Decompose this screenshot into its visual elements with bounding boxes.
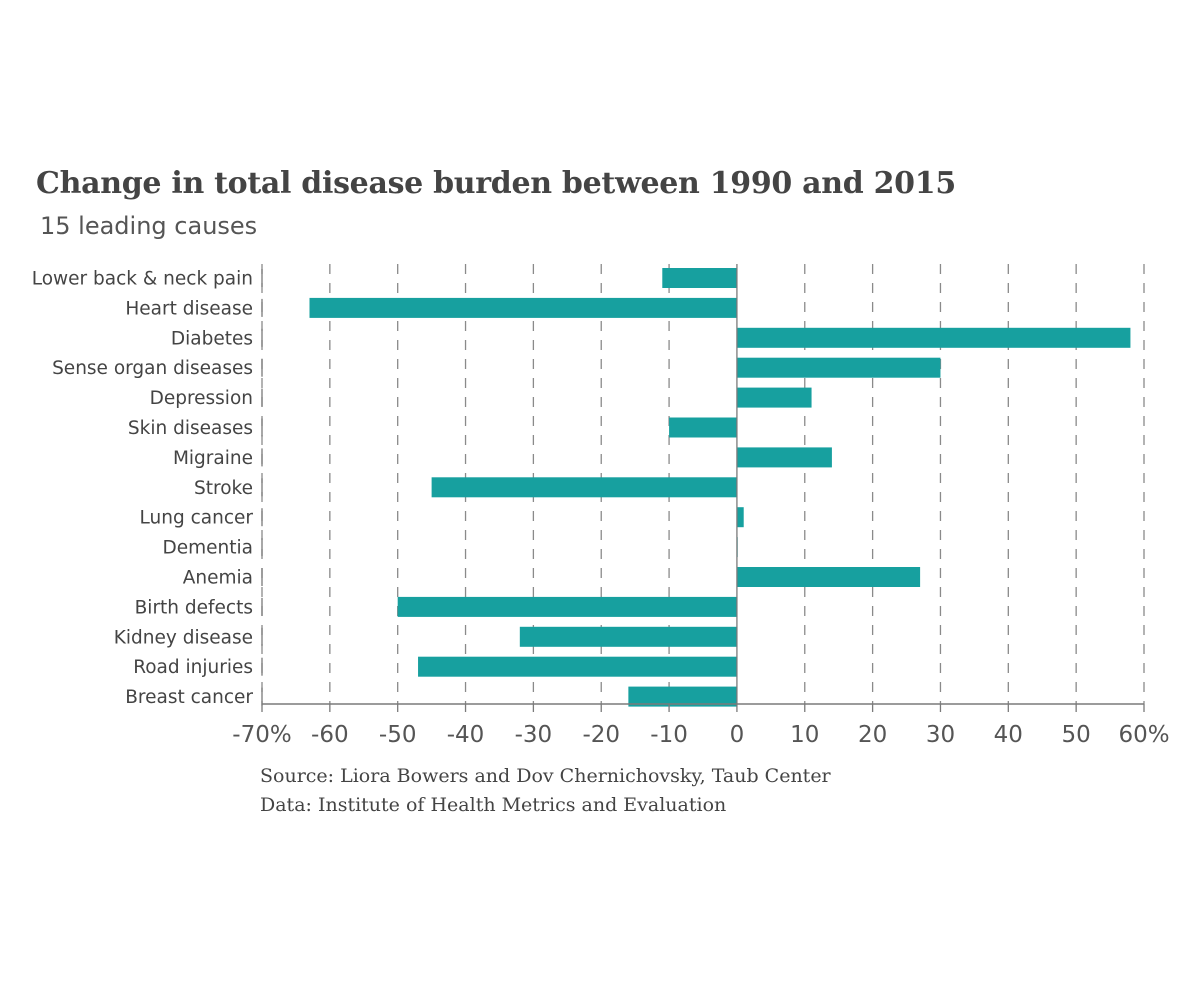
bar	[736, 357, 941, 378]
data-credit: Data: Institute of Health Metrics and Ev…	[260, 794, 727, 816]
bar	[397, 596, 737, 617]
x-tick-labels: -70% -60 -50 -40 -30 -20 -10 0 10 20 30 40 50 60%	[232, 722, 1169, 748]
x-tick-label: 50	[1062, 722, 1091, 748]
category-label: Birth defects	[135, 597, 253, 618]
x-tick-label: -20	[582, 722, 620, 748]
bar	[662, 268, 737, 288]
category-label: Heart disease	[125, 298, 253, 319]
x-tick-label: -10	[650, 722, 688, 748]
x-tick-label: -70%	[232, 722, 291, 748]
category-label: Road injuries	[133, 657, 253, 678]
bar	[309, 297, 737, 318]
category-label: Stroke	[194, 478, 253, 499]
category-label: Lower back & neck pain	[32, 269, 253, 290]
category-label: Anemia	[183, 568, 253, 589]
x-tick-label: 60%	[1118, 722, 1169, 748]
bars	[309, 268, 1131, 707]
x-tick-label: -30	[515, 722, 553, 748]
bar	[628, 686, 737, 707]
category-label: Kidney disease	[114, 627, 253, 648]
x-tick-label: 40	[994, 722, 1023, 748]
bar	[736, 507, 744, 528]
bar	[669, 417, 737, 438]
x-tick-label: 30	[926, 722, 955, 748]
x-tick-label: 0	[730, 722, 745, 748]
bar	[431, 477, 737, 498]
chart-title: Change in total disease burden between 1…	[36, 166, 956, 201]
category-label: Sense organ diseases	[52, 358, 253, 379]
bar	[519, 626, 737, 647]
bar	[736, 387, 812, 408]
category-label: Migraine	[173, 448, 253, 469]
x-tick-label: 20	[858, 722, 887, 748]
x-tick-label: -50	[379, 722, 417, 748]
category-labels: Lower back & neck pain Heart disease Diabe…	[32, 269, 263, 708]
bar	[418, 656, 737, 677]
category-label: Dementia	[163, 538, 254, 559]
source-credit: Source: Liora Bowers and Dov Chernichovs…	[260, 765, 831, 787]
x-tick-label: -60	[311, 722, 349, 748]
category-label: Skin diseases	[128, 418, 253, 439]
bar	[736, 327, 1131, 348]
bar	[736, 567, 921, 587]
category-label: Diabetes	[171, 328, 253, 349]
chart-subtitle: 15 leading causes	[40, 212, 258, 240]
bar	[736, 447, 832, 468]
x-tick-label: 10	[790, 722, 819, 748]
category-label: Breast cancer	[125, 687, 253, 708]
axes	[261, 264, 1145, 712]
category-label: Lung cancer	[140, 508, 254, 529]
x-tick-label: -40	[447, 722, 485, 748]
category-label: Depression	[150, 388, 253, 409]
